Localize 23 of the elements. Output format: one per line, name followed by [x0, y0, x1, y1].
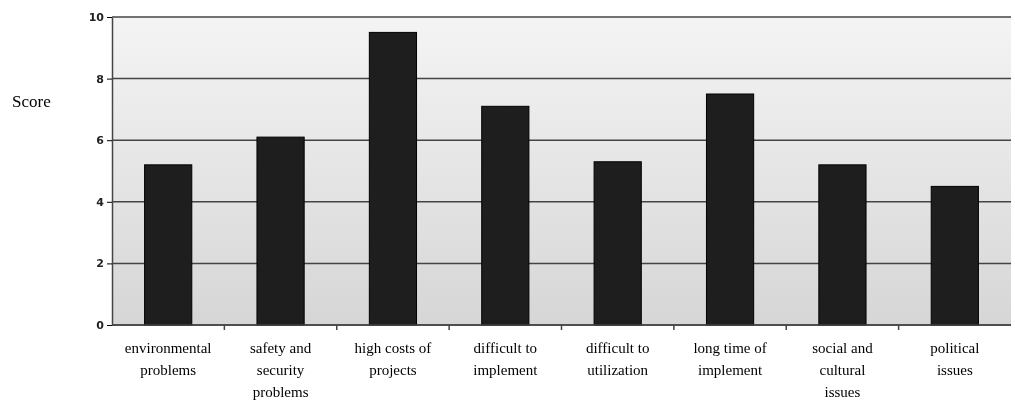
y-tick-label: 0: [96, 319, 105, 333]
bar: [930, 185, 979, 326]
x-tick-label: difficult to utilization: [585, 340, 650, 378]
y-tick-label: 8: [96, 72, 104, 86]
bar: [368, 31, 418, 326]
bar: [593, 161, 642, 326]
bar: [256, 136, 305, 326]
x-tick-label: environmental problems: [124, 340, 212, 378]
y-tick-label: 2: [96, 257, 104, 271]
y-tick-label: 10: [88, 11, 105, 25]
x-tick-label: high costs of projects: [354, 340, 432, 378]
x-tick-label: difficult to implement: [473, 340, 539, 378]
x-tick-label: political issues: [930, 340, 980, 378]
x-tick-label: social and cultural issues: [812, 340, 874, 400]
y-tick-label: 6: [96, 134, 105, 148]
y-tick-label: 4: [96, 195, 105, 209]
bar: [144, 164, 193, 326]
bar: [705, 93, 755, 326]
x-tick-label: long time of implement: [693, 340, 767, 378]
x-tick-label: safety and security problems: [249, 340, 312, 400]
bar: [818, 164, 867, 326]
y-axis-title: Score: [12, 92, 51, 111]
bar: [481, 105, 530, 326]
